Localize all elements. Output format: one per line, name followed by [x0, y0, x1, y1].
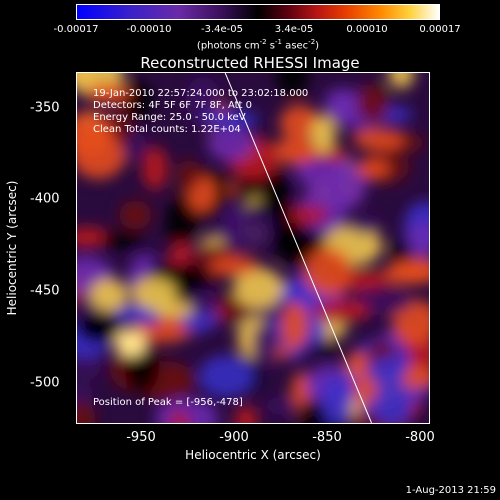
x-tick-label: -800: [405, 430, 435, 445]
chart-title: Reconstructed RHESSI Image: [140, 54, 360, 72]
y-tick-label: -450: [30, 283, 60, 299]
colorbar-tick: 0.00017: [419, 24, 461, 35]
solar-limb-line: [224, 73, 373, 423]
energy-annotation: Energy Range: 25.0 - 50.0 keV: [93, 112, 246, 123]
x-axis-label: Heliocentric X (arcsec): [185, 448, 321, 462]
colorbar-tick: 0.00010: [346, 24, 388, 35]
timestamp: 1-Aug-2013 21:59: [405, 485, 496, 496]
rhessi-heatmap: [77, 73, 429, 423]
y-tick-label: -400: [30, 191, 60, 207]
clean-annotation: Clean Total counts: 1.22E+04: [93, 124, 241, 135]
y-axis-label: Heliocentric Y (arcsec): [5, 180, 19, 316]
detectors-annotation: Detectors: 4F 5F 6F 7F 8F, Att 0: [93, 100, 253, 111]
x-tick-label: -950: [126, 430, 156, 445]
x-tick-label: -900: [219, 430, 249, 445]
colorbar-tick: 3.4e-05: [274, 24, 314, 35]
y-tick-label: -500: [30, 375, 60, 391]
y-tick-label: -350: [30, 100, 60, 116]
peak-annotation: Position of Peak = [-956,-478]: [93, 397, 243, 408]
colorbar-tick: -0.00010: [126, 24, 172, 35]
date-annotation: 19-Jan-2010 22:57:24.000 to 23:02:18.000: [93, 88, 309, 99]
colorbar-tick: -0.00017: [53, 24, 99, 35]
x-tick-label: -850: [312, 430, 342, 445]
colorbar-units: (photons cm-2 s-1 asec-2): [196, 38, 320, 52]
colorbar: [76, 4, 440, 20]
colorbar-tick: -3.4e-05: [201, 24, 243, 35]
plot-area: [76, 72, 430, 424]
